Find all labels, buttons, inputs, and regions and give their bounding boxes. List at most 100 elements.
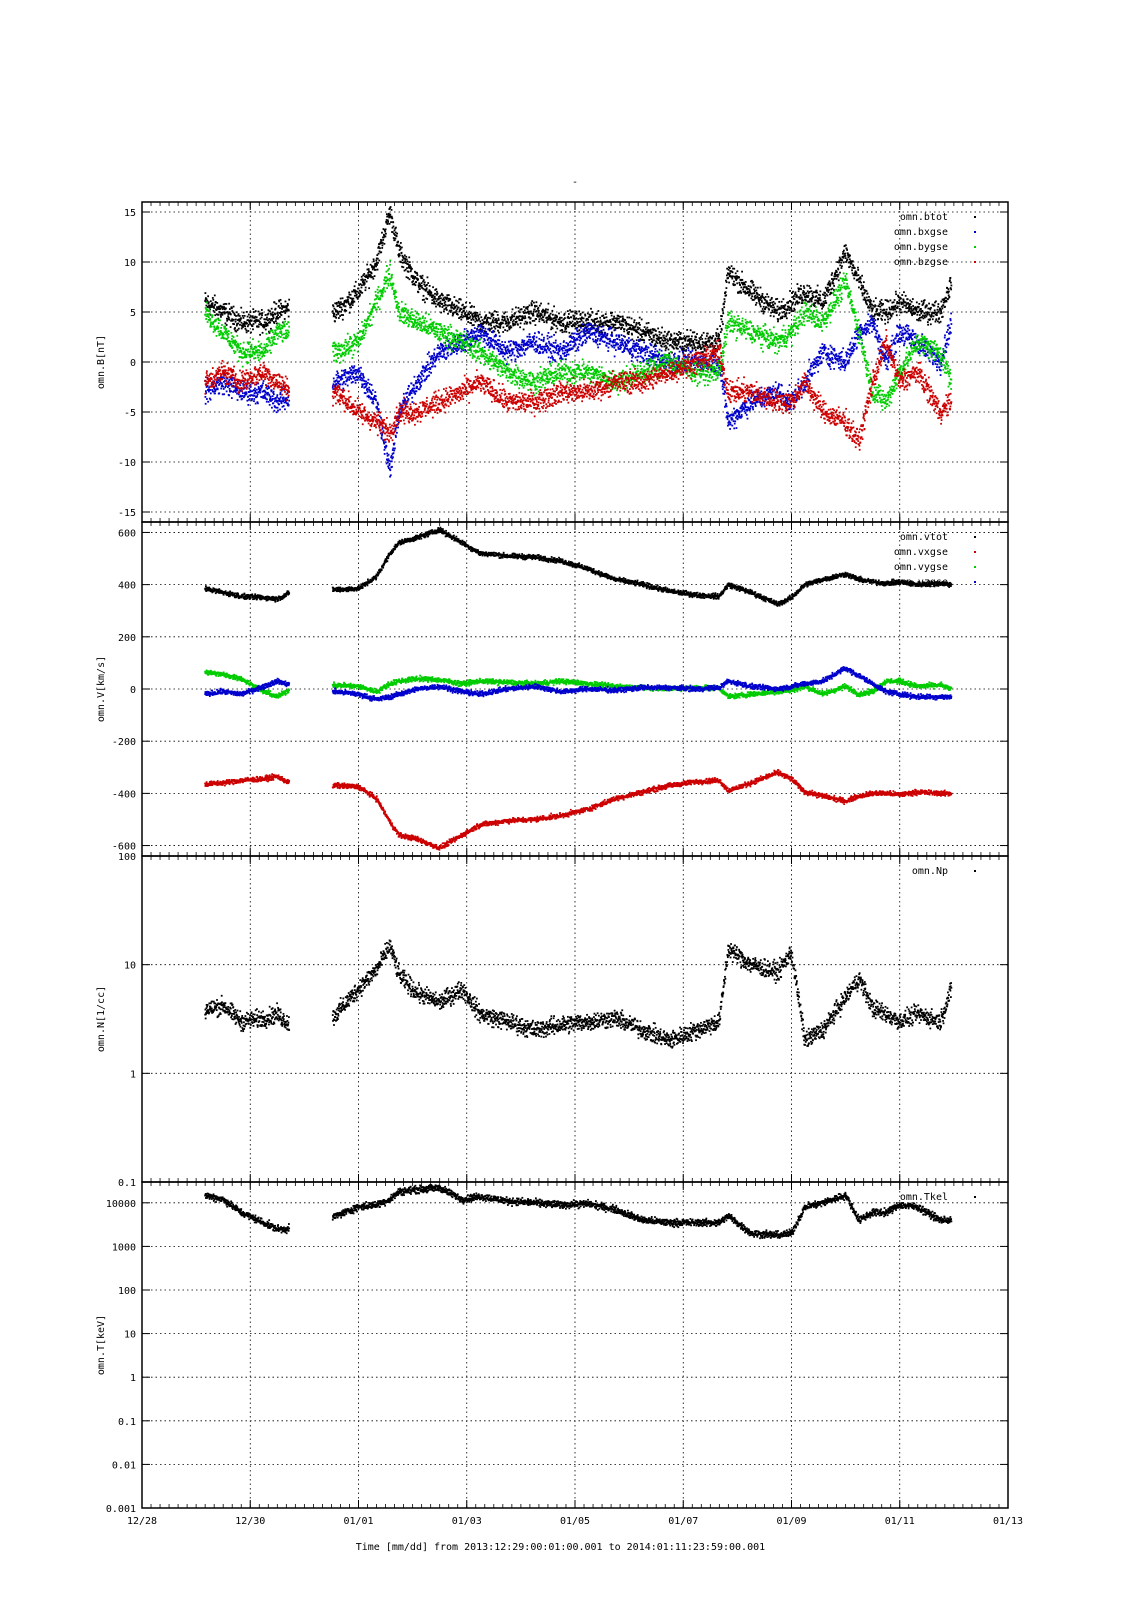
data-point xyxy=(613,346,616,349)
data-point xyxy=(739,290,742,293)
data-point xyxy=(381,426,384,428)
data-point xyxy=(407,388,409,390)
data-point xyxy=(453,311,456,314)
data-point xyxy=(263,326,265,329)
data-point xyxy=(884,322,887,325)
data-point xyxy=(683,349,686,352)
data-point xyxy=(681,348,683,351)
data-point xyxy=(495,311,498,313)
data-point xyxy=(679,345,682,348)
data-point xyxy=(613,355,616,358)
data-point xyxy=(211,297,214,299)
data-point xyxy=(833,285,836,287)
data-point xyxy=(204,298,207,301)
data-point xyxy=(744,290,747,293)
data-point xyxy=(910,300,913,303)
data-point xyxy=(660,345,663,348)
data-point xyxy=(649,350,651,353)
data-point xyxy=(427,282,430,284)
data-point xyxy=(810,305,812,308)
data-point xyxy=(444,307,447,310)
data-point xyxy=(582,330,585,333)
data-point xyxy=(354,280,357,283)
data-point xyxy=(738,276,741,279)
data-point xyxy=(649,330,652,333)
data-point xyxy=(249,311,252,314)
data-point xyxy=(279,408,281,411)
data-point xyxy=(229,383,232,386)
data-point xyxy=(573,344,576,347)
data-point xyxy=(351,304,354,307)
data-point xyxy=(348,291,351,294)
data-point xyxy=(254,387,256,390)
data-point xyxy=(477,315,480,318)
data-point xyxy=(626,322,629,325)
data-point xyxy=(280,302,282,305)
data-point xyxy=(450,305,453,307)
data-point xyxy=(472,312,475,315)
data-point xyxy=(453,348,456,350)
data-point xyxy=(613,341,616,343)
data-point xyxy=(411,387,414,390)
data-point xyxy=(472,324,475,326)
data-point xyxy=(837,279,840,282)
data-point xyxy=(815,289,818,292)
data-point xyxy=(273,405,276,407)
data-point xyxy=(563,313,566,316)
data-point xyxy=(350,303,352,306)
data-point xyxy=(542,308,544,311)
data-point xyxy=(523,309,526,312)
data-point xyxy=(470,330,473,333)
data-point xyxy=(497,319,500,321)
data-point xyxy=(517,352,520,355)
data-point xyxy=(556,344,559,347)
data-point xyxy=(423,369,426,372)
data-point xyxy=(281,400,284,403)
data-point xyxy=(531,319,534,322)
data-point xyxy=(342,303,345,306)
data-point xyxy=(642,332,645,335)
data-point xyxy=(434,298,437,300)
data-point xyxy=(688,339,691,342)
data-point xyxy=(505,350,508,353)
data-point xyxy=(918,314,921,316)
data-point xyxy=(262,380,265,382)
data-point xyxy=(358,284,361,286)
data-point xyxy=(750,292,753,295)
data-point xyxy=(386,215,389,218)
data-point xyxy=(267,391,269,394)
data-point xyxy=(494,321,497,324)
data-point xyxy=(643,341,646,344)
data-point xyxy=(560,324,563,327)
data-point xyxy=(501,315,504,318)
data-point xyxy=(240,321,243,324)
data-point xyxy=(665,365,668,368)
data-point xyxy=(641,335,643,338)
data-point xyxy=(387,453,390,456)
data-point xyxy=(262,395,265,398)
data-point xyxy=(223,393,226,396)
data-point xyxy=(341,308,343,311)
data-point xyxy=(404,258,407,261)
data-point xyxy=(403,269,406,272)
data-point xyxy=(424,288,427,291)
data-point xyxy=(550,326,553,329)
data-point xyxy=(357,370,360,373)
data-point xyxy=(399,411,402,414)
data-point xyxy=(394,237,397,240)
data-point xyxy=(563,340,565,343)
data-point xyxy=(274,313,277,316)
data-point xyxy=(254,390,257,393)
data-point xyxy=(447,339,450,342)
data-point xyxy=(217,305,220,308)
data-point xyxy=(568,347,571,350)
data-point xyxy=(635,339,638,342)
data-point xyxy=(462,303,464,306)
data-point xyxy=(618,321,621,324)
data-point xyxy=(350,300,353,303)
data-point xyxy=(755,296,757,299)
data-point xyxy=(247,323,250,326)
data-point xyxy=(273,400,276,403)
data-point xyxy=(738,281,741,284)
data-point xyxy=(537,315,539,318)
